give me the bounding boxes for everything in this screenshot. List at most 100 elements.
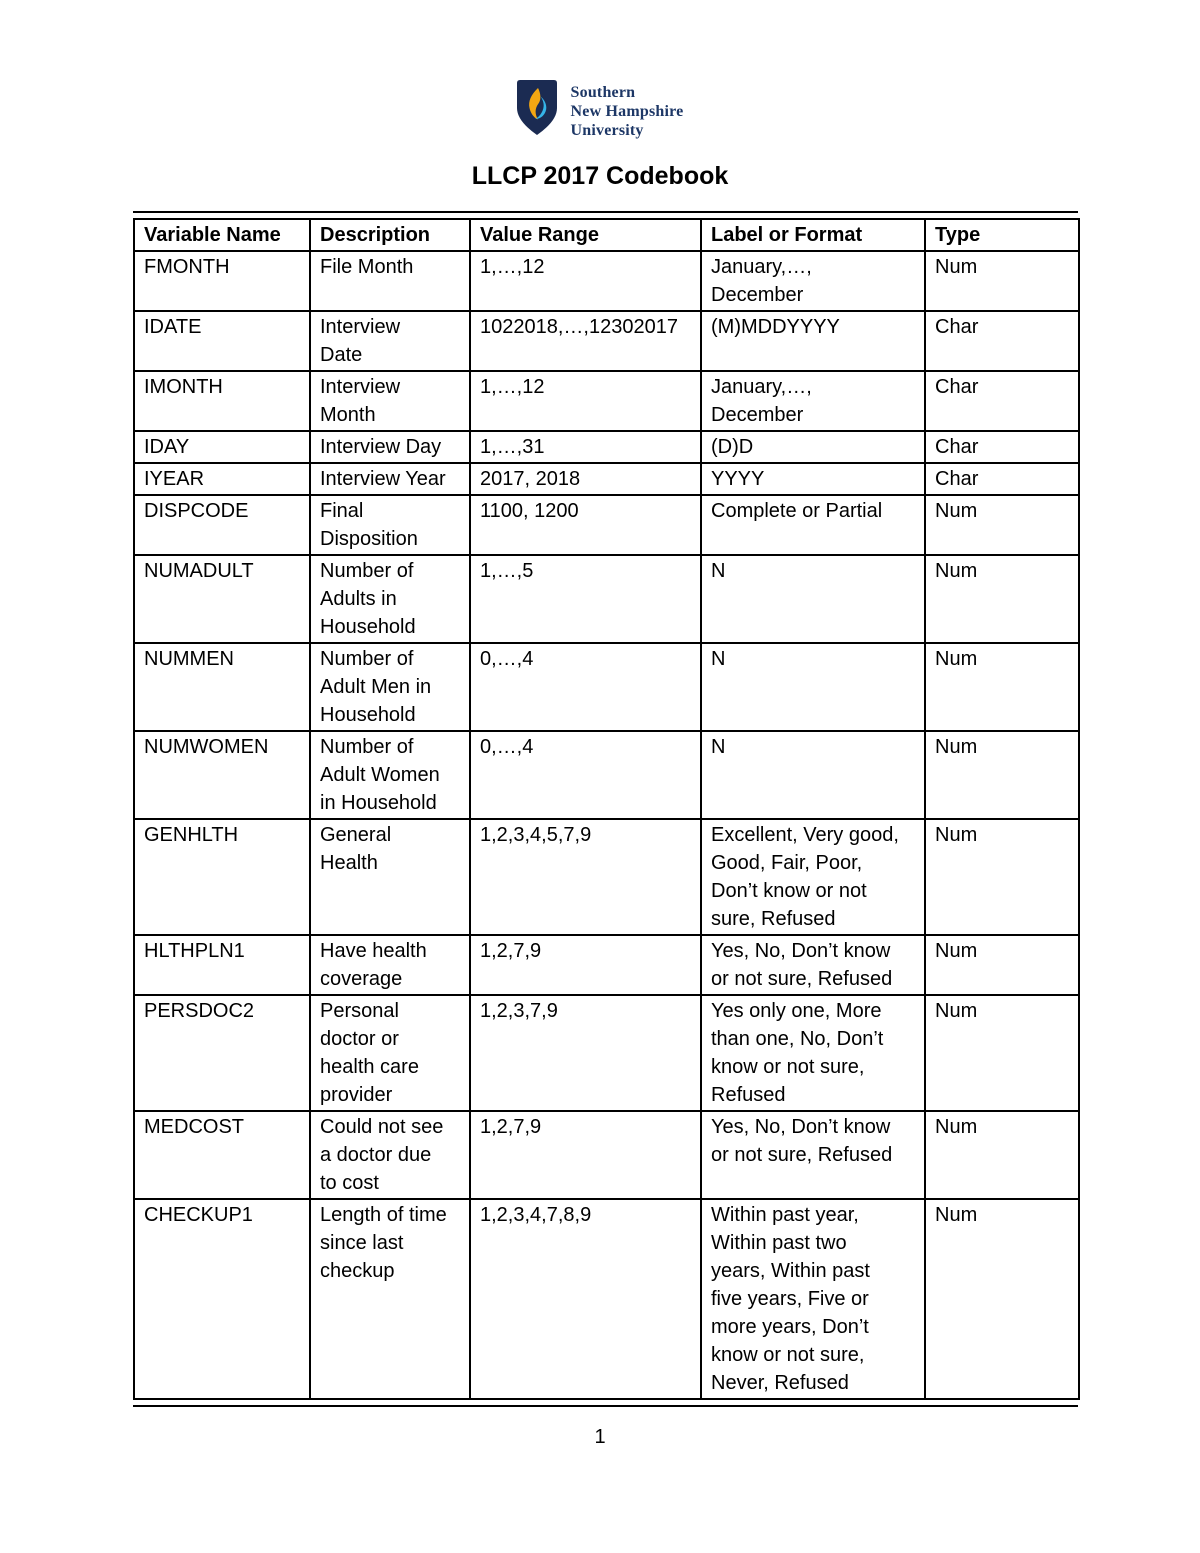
cell-value-range: 0,…,4 <box>469 642 702 732</box>
cell-label-or-format: Yes, No, Don’t know or not sure, Refused <box>700 1110 926 1200</box>
cell-label-or-format: Yes, No, Don’t know or not sure, Refused <box>700 934 926 996</box>
cell-type: Num <box>924 1198 1080 1400</box>
cell-description: Interview Month <box>309 370 471 432</box>
cell-description: Have health coverage <box>309 934 471 996</box>
table-row: IYEAR Interview Year 2017, 2018 YYYY Cha… <box>133 462 1080 496</box>
cell-description: Interview Day <box>309 430 471 464</box>
cell-value-range: 1,2,7,9 <box>469 934 702 996</box>
header-row: Variable Name Description Value Range La… <box>133 218 1080 252</box>
cell-label-or-format: N <box>700 730 926 820</box>
page-title: LLCP 2017 Codebook <box>471 162 729 190</box>
cell-label-or-format: YYYY <box>700 462 926 496</box>
table-row: NUMMEN Number of Adult Men in Household … <box>133 642 1080 732</box>
cell-value-range: 1,…,5 <box>469 554 702 644</box>
table-row: FMONTH File Month 1,…,12 January,…, Dece… <box>133 250 1080 312</box>
cell-type: Char <box>924 310 1080 372</box>
table-row: GENHLTH General Health 1,2,3,4,5,7,9 Exc… <box>133 818 1080 936</box>
cell-value-range: 1,…,31 <box>469 430 702 464</box>
cell-type: Num <box>924 494 1080 556</box>
cell-label-or-format: Yes only one, More than one, No, Don’t k… <box>700 994 926 1112</box>
table-row: MEDCOST Could not see a doctor due to co… <box>133 1110 1080 1200</box>
header-value-range: Value Range <box>469 218 702 252</box>
cell-variable-name: DISPCODE <box>133 494 311 556</box>
table-row: NUMADULT Number of Adults in Household 1… <box>133 554 1080 644</box>
cell-description: Interview Year <box>309 462 471 496</box>
snhu-shield-icon <box>516 80 557 135</box>
cell-description: General Health <box>309 818 471 936</box>
header-description: Description <box>309 218 471 252</box>
cell-description: Number of Adult Men in Household <box>309 642 471 732</box>
snhu-wordmark: Southern New Hampshire University <box>571 80 684 140</box>
cell-label-or-format: Excellent, Very good, Good, Fair, Poor, … <box>700 818 926 936</box>
wordmark-line-2: New Hampshire <box>570 103 684 120</box>
cell-variable-name: HLTHPLN1 <box>133 934 311 996</box>
cell-value-range: 2017, 2018 <box>469 462 702 496</box>
cell-type: Num <box>924 730 1080 820</box>
table-row: PERSDOC2 Personal doctor or health care … <box>133 994 1080 1112</box>
shield-shape <box>516 80 557 135</box>
codebook-table: Variable Name Description Value Range La… <box>133 218 1080 1400</box>
cell-value-range: 1,2,3,4,5,7,9 <box>469 818 702 936</box>
cell-value-range: 1,2,3,4,7,8,9 <box>469 1198 702 1400</box>
cell-label-or-format: Complete or Partial <box>700 494 926 556</box>
cell-type: Num <box>924 934 1080 996</box>
table-outer-bottom-border <box>133 1405 1078 1407</box>
wordmark-line-3: University <box>570 122 644 139</box>
table-row: IDAY Interview Day 1,…,31 (D)D Char <box>133 430 1080 464</box>
flame-gold <box>528 88 540 120</box>
cell-variable-name: NUMWOMEN <box>133 730 311 820</box>
snhu-logo: Southern New Hampshire University <box>0 80 1200 140</box>
table-row: CHECKUP1 Length of time since last check… <box>133 1198 1080 1400</box>
cell-variable-name: MEDCOST <box>133 1110 311 1200</box>
table-outer-top-border <box>133 211 1078 213</box>
wordmark-line-1: Southern <box>570 84 636 101</box>
cell-description: Interview Date <box>309 310 471 372</box>
cell-label-or-format: N <box>700 554 926 644</box>
page-number: 1 <box>594 1426 606 1448</box>
cell-description: Personal doctor or health care provider <box>309 994 471 1112</box>
cell-label-or-format: N <box>700 642 926 732</box>
cell-variable-name: NUMMEN <box>133 642 311 732</box>
flame-blue <box>534 96 546 120</box>
cell-label-or-format: (M)MDDYYYY <box>700 310 926 372</box>
cell-type: Num <box>924 994 1080 1112</box>
cell-type: Num <box>924 818 1080 936</box>
cell-type: Char <box>924 462 1080 496</box>
cell-variable-name: IDATE <box>133 310 311 372</box>
cell-value-range: 1022018,…,12302017 <box>469 310 702 372</box>
cell-type: Num <box>924 554 1080 644</box>
cell-label-or-format: January,…, December <box>700 250 926 312</box>
cell-label-or-format: Within past year, Within past two years,… <box>700 1198 926 1400</box>
cell-description: Number of Adults in Household <box>309 554 471 644</box>
cell-type: Num <box>924 642 1080 732</box>
table-row: NUMWOMEN Number of Adult Women in Househ… <box>133 730 1080 820</box>
cell-type: Char <box>924 370 1080 432</box>
cell-value-range: 1,…,12 <box>469 250 702 312</box>
codebook-table-container: Variable Name Description Value Range La… <box>133 211 1080 1407</box>
cell-value-range: 0,…,4 <box>469 730 702 820</box>
cell-variable-name: IDAY <box>133 430 311 464</box>
cell-description: Length of time since last checkup <box>309 1198 471 1400</box>
cell-value-range: 1,…,12 <box>469 370 702 432</box>
header-variable-name: Variable Name <box>133 218 311 252</box>
table-row: DISPCODE Final Disposition 1100, 1200 Co… <box>133 494 1080 556</box>
table-row: HLTHPLN1 Have health coverage 1,2,7,9 Ye… <box>133 934 1080 996</box>
cell-description: File Month <box>309 250 471 312</box>
cell-label-or-format: January,…, December <box>700 370 926 432</box>
cell-variable-name: PERSDOC2 <box>133 994 311 1112</box>
cell-label-or-format: (D)D <box>700 430 926 464</box>
cell-type: Num <box>924 1110 1080 1200</box>
header-label-or-format: Label or Format <box>700 218 926 252</box>
cell-value-range: 1,2,3,7,9 <box>469 994 702 1112</box>
cell-value-range: 1100, 1200 <box>469 494 702 556</box>
cell-variable-name: FMONTH <box>133 250 311 312</box>
header-type: Type <box>924 218 1080 252</box>
cell-variable-name: CHECKUP1 <box>133 1198 311 1400</box>
table-row: IDATE Interview Date 1022018,…,12302017 … <box>133 310 1080 372</box>
cell-variable-name: NUMADULT <box>133 554 311 644</box>
cell-type: Num <box>924 250 1080 312</box>
cell-description: Final Disposition <box>309 494 471 556</box>
cell-value-range: 1,2,7,9 <box>469 1110 702 1200</box>
table-row: IMONTH Interview Month 1,…,12 January,…,… <box>133 370 1080 432</box>
